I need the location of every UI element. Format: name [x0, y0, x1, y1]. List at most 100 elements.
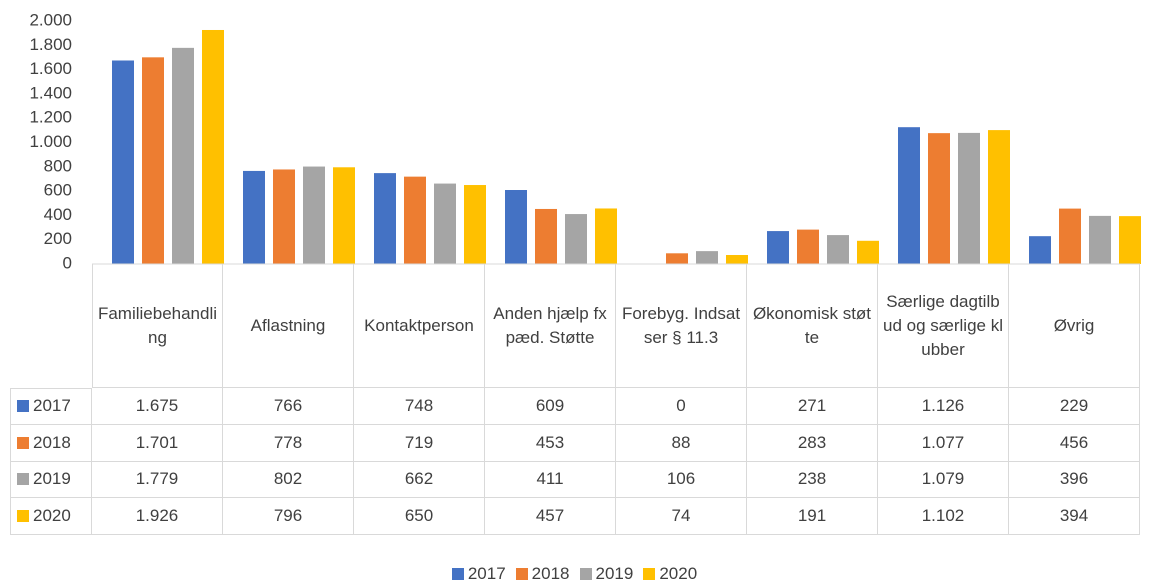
bar — [243, 170, 265, 264]
table-value: 1.701 — [92, 424, 223, 462]
bar — [726, 255, 748, 264]
legend: 2017 2018 2019 2020 — [0, 564, 1149, 584]
table-value: 778 — [223, 424, 354, 462]
series-name: 2017 — [33, 396, 71, 416]
table-value: 453 — [485, 424, 616, 462]
legend-label: 2020 — [659, 564, 698, 583]
category-label: Familiebehandling — [92, 264, 223, 388]
bar — [827, 235, 849, 264]
legend-swatch — [451, 568, 464, 580]
legend-swatch — [579, 568, 592, 580]
bar — [666, 253, 688, 264]
table-value: 229 — [1009, 388, 1140, 425]
bar — [112, 60, 134, 264]
y-tick-label: 200 — [44, 229, 72, 248]
table-value: 719 — [354, 424, 485, 462]
table-value: 609 — [485, 388, 616, 425]
legend-item: 2019 — [579, 564, 634, 584]
series-name: 2018 — [33, 432, 71, 452]
table-value: 191 — [747, 498, 878, 535]
category-label: Kontaktperson — [354, 264, 485, 388]
swatch — [17, 400, 29, 413]
swatch — [17, 473, 29, 486]
legend-item: 2018 — [515, 564, 570, 584]
category-label: Øvrig — [1009, 264, 1140, 388]
bar — [273, 169, 295, 264]
bar — [1029, 236, 1051, 264]
bar — [1059, 208, 1081, 264]
table-row-header: 2020 — [10, 498, 92, 535]
table-row-header: 2018 — [10, 424, 92, 462]
table-value: 88 — [616, 424, 747, 462]
bar — [958, 132, 980, 264]
y-tick-label: 400 — [44, 205, 72, 224]
y-tick-label: 0 — [63, 253, 72, 272]
bar — [797, 229, 819, 264]
bar — [565, 214, 587, 264]
bar — [142, 57, 164, 265]
table-value: 106 — [616, 461, 747, 499]
table-value: 238 — [747, 461, 878, 499]
legend-swatch — [643, 568, 656, 580]
table-value: 796 — [223, 498, 354, 535]
table-value: 411 — [485, 461, 616, 499]
table-value: 283 — [747, 424, 878, 462]
table-value: 396 — [1009, 461, 1140, 499]
bar — [857, 240, 879, 264]
bar — [202, 29, 224, 265]
legend-swatch — [515, 568, 528, 580]
bar — [696, 251, 718, 264]
table-value: 1.126 — [878, 388, 1009, 425]
category-label: Anden hjælp fx pæd. Støtte — [485, 264, 616, 388]
bar — [404, 176, 426, 264]
y-tick-label: 1.800 — [29, 35, 72, 54]
table-value: 1.926 — [92, 498, 223, 535]
table-value: 802 — [223, 461, 354, 499]
swatch — [17, 436, 29, 449]
bar — [303, 166, 325, 264]
y-tick-label: 600 — [44, 181, 72, 200]
bar — [434, 183, 456, 264]
table-value: 1.102 — [878, 498, 1009, 535]
legend-label: 2017 — [467, 564, 506, 583]
category-label: Forebyg. Indsatser § 11.3 — [616, 264, 747, 388]
legend-label: 2018 — [531, 564, 570, 583]
bar — [535, 208, 557, 264]
y-tick-label: 800 — [44, 156, 72, 175]
table-value: 662 — [354, 461, 485, 499]
table-row-header: 2019 — [10, 461, 92, 499]
legend-item: 2017 — [451, 564, 506, 584]
category-label: Aflastning — [223, 264, 354, 388]
y-tick-label: 1.000 — [29, 132, 72, 151]
bar — [767, 231, 789, 264]
series-name: 2020 — [33, 506, 71, 526]
legend-item: 2020 — [643, 564, 697, 584]
legend-label: 2019 — [595, 564, 634, 583]
bar — [374, 173, 396, 264]
table-value: 650 — [354, 498, 485, 535]
y-tick-label: 1.200 — [29, 108, 72, 127]
bar — [333, 167, 355, 264]
bar — [172, 47, 194, 264]
table-value: 1.079 — [878, 461, 1009, 499]
table-value: 1.077 — [878, 424, 1009, 462]
table-value: 457 — [485, 498, 616, 535]
table-value: 1.675 — [92, 388, 223, 425]
bar — [898, 127, 920, 264]
swatch — [17, 510, 29, 523]
category-label: Økonomisk støtte — [747, 264, 878, 388]
series-name: 2019 — [33, 469, 71, 489]
table-value: 0 — [616, 388, 747, 425]
category-label: Særlige dagtilbud og særlige klubber — [878, 264, 1009, 388]
table-value: 394 — [1009, 498, 1140, 535]
table-value: 271 — [747, 388, 878, 425]
bar — [595, 208, 617, 264]
bar — [1119, 216, 1141, 264]
bar — [988, 130, 1010, 264]
bar — [1089, 215, 1111, 264]
y-tick-label: 1.400 — [29, 83, 72, 102]
table-value: 1.779 — [92, 461, 223, 499]
bar — [505, 190, 527, 264]
